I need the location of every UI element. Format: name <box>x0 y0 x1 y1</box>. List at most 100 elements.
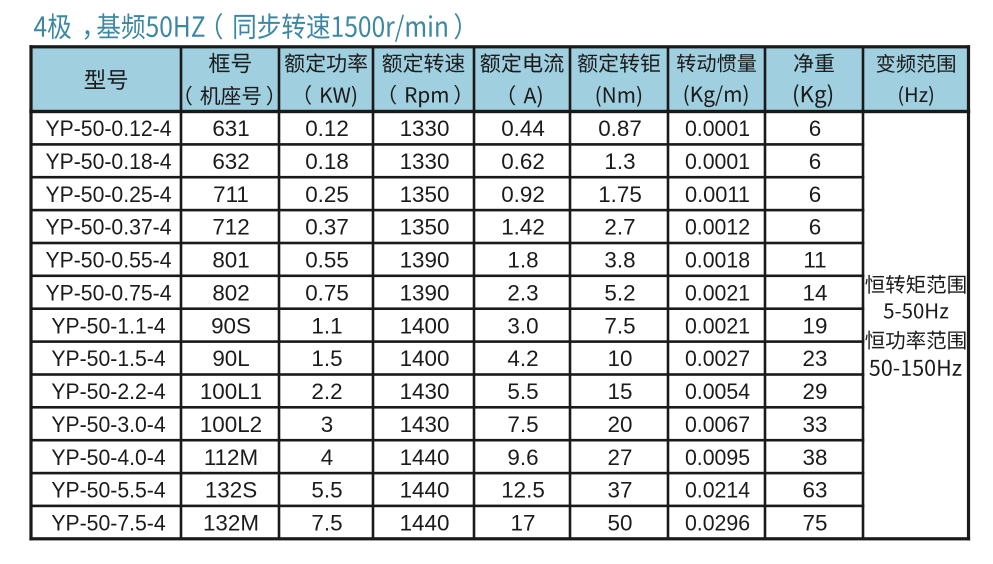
svg-text:0.12: 0.12 <box>305 116 349 141</box>
svg-text:YP-50-2.2-4: YP-50-2.2-4 <box>51 379 165 404</box>
svg-text:1.1: 1.1 <box>311 313 342 338</box>
svg-text:0.25: 0.25 <box>305 182 349 207</box>
svg-text:YP-50-4.0-4: YP-50-4.0-4 <box>51 445 165 470</box>
svg-text:132S: 132S <box>205 478 257 503</box>
svg-text:YP-50-0.37-4: YP-50-0.37-4 <box>46 215 172 240</box>
svg-text:10: 10 <box>608 346 633 371</box>
svg-text:2.7: 2.7 <box>604 215 635 240</box>
svg-text:0.0012: 0.0012 <box>685 215 750 240</box>
svg-text:0.0018: 0.0018 <box>685 248 750 273</box>
svg-text:1400: 1400 <box>400 346 450 371</box>
svg-text:27: 27 <box>608 445 633 470</box>
svg-text:YP-50-0.75-4: YP-50-0.75-4 <box>46 280 172 305</box>
svg-text:100L2: 100L2 <box>200 412 262 437</box>
svg-text:631: 631 <box>212 116 249 141</box>
svg-text:0.75: 0.75 <box>305 280 349 305</box>
svg-text:802: 802 <box>212 280 249 305</box>
svg-text:0.0021: 0.0021 <box>685 313 750 338</box>
svg-text:0.0054: 0.0054 <box>685 379 750 404</box>
svg-text:11: 11 <box>803 248 826 273</box>
svg-text:632: 632 <box>212 149 249 174</box>
svg-text:0.62: 0.62 <box>501 149 545 174</box>
svg-text:75: 75 <box>803 511 828 536</box>
svg-text:1440: 1440 <box>400 445 450 470</box>
svg-text:100L1: 100L1 <box>200 379 262 404</box>
svg-text:2.3: 2.3 <box>507 280 538 305</box>
svg-text:YP-50-5.5-4: YP-50-5.5-4 <box>51 478 165 503</box>
svg-text:0.0067: 0.0067 <box>685 412 750 437</box>
svg-text:0.18: 0.18 <box>305 149 349 174</box>
svg-text:1350: 1350 <box>400 215 450 240</box>
svg-text:712: 712 <box>212 215 249 240</box>
svg-text:YP-50-7.5-4: YP-50-7.5-4 <box>51 511 165 536</box>
svg-text:YP-50-1.1-4: YP-50-1.1-4 <box>51 313 165 338</box>
svg-text:38: 38 <box>803 445 828 470</box>
svg-text:1330: 1330 <box>400 149 450 174</box>
svg-text:0.0095: 0.0095 <box>685 445 750 470</box>
svg-text:801: 801 <box>212 248 249 273</box>
svg-text:0.0021: 0.0021 <box>685 280 750 305</box>
svg-text:12.5: 12.5 <box>501 478 545 503</box>
svg-text:1.75: 1.75 <box>598 182 642 207</box>
svg-text:1.8: 1.8 <box>507 248 538 273</box>
svg-text:3.0: 3.0 <box>507 313 538 338</box>
svg-text:0.0296: 0.0296 <box>685 511 750 536</box>
svg-text:37: 37 <box>608 478 633 503</box>
svg-text:112M: 112M <box>204 445 258 470</box>
svg-text:7.5: 7.5 <box>604 313 635 338</box>
svg-text:6: 6 <box>809 116 821 141</box>
svg-text:9.6: 9.6 <box>507 445 538 470</box>
svg-text:YP-50-0.18-4: YP-50-0.18-4 <box>46 149 172 174</box>
svg-text:14: 14 <box>803 280 828 305</box>
svg-text:1330: 1330 <box>400 116 450 141</box>
svg-text:6: 6 <box>809 149 821 174</box>
svg-text:0.92: 0.92 <box>501 182 545 207</box>
svg-text:20: 20 <box>608 412 633 437</box>
svg-text:3: 3 <box>321 412 333 437</box>
svg-text:90L: 90L <box>212 346 249 371</box>
svg-text:0.87: 0.87 <box>598 116 642 141</box>
svg-text:0.44: 0.44 <box>501 116 545 141</box>
svg-text:0.0027: 0.0027 <box>685 346 750 371</box>
svg-text:1430: 1430 <box>400 379 450 404</box>
svg-text:YP-50-0.25-4: YP-50-0.25-4 <box>46 182 172 207</box>
svg-text:1350: 1350 <box>400 182 450 207</box>
svg-text:7.5: 7.5 <box>311 511 342 536</box>
svg-text:5.5: 5.5 <box>507 379 538 404</box>
svg-text:711: 711 <box>213 182 249 207</box>
svg-text:23: 23 <box>803 346 828 371</box>
svg-text:0.0214: 0.0214 <box>685 478 750 503</box>
svg-text:50: 50 <box>608 511 633 536</box>
svg-text:29: 29 <box>803 379 828 404</box>
svg-text:0.0001: 0.0001 <box>685 116 750 141</box>
svg-text:90S: 90S <box>211 313 251 338</box>
svg-text:0.0001: 0.0001 <box>685 149 750 174</box>
svg-text:2.2: 2.2 <box>311 379 342 404</box>
svg-text:YP-50-3.0-4: YP-50-3.0-4 <box>51 412 165 437</box>
svg-text:6: 6 <box>809 215 821 240</box>
svg-text:3.8: 3.8 <box>604 248 635 273</box>
svg-text:19: 19 <box>803 313 828 338</box>
svg-text:5.2: 5.2 <box>604 280 635 305</box>
svg-text:1390: 1390 <box>400 248 450 273</box>
svg-text:15: 15 <box>608 379 633 404</box>
svg-text:6: 6 <box>809 182 821 207</box>
svg-text:4.2: 4.2 <box>507 346 538 371</box>
svg-text:YP-50-0.12-4: YP-50-0.12-4 <box>46 116 172 141</box>
svg-text:1430: 1430 <box>400 412 450 437</box>
svg-text:1.42: 1.42 <box>501 215 545 240</box>
svg-text:0.0011: 0.0011 <box>685 182 750 207</box>
svg-text:33: 33 <box>803 412 828 437</box>
svg-text:YP-50-1.5-4: YP-50-1.5-4 <box>51 346 165 371</box>
svg-text:17: 17 <box>511 511 536 536</box>
svg-text:4: 4 <box>321 445 333 470</box>
svg-text:63: 63 <box>803 478 828 503</box>
svg-text:1440: 1440 <box>400 478 450 503</box>
svg-text:YP-50-0.55-4: YP-50-0.55-4 <box>46 248 172 273</box>
svg-text:0.37: 0.37 <box>305 215 349 240</box>
svg-text:7.5: 7.5 <box>507 412 538 437</box>
svg-text:132M: 132M <box>203 511 259 536</box>
svg-text:1.3: 1.3 <box>604 149 635 174</box>
svg-text:1.5: 1.5 <box>311 346 342 371</box>
svg-text:5.5: 5.5 <box>311 478 342 503</box>
